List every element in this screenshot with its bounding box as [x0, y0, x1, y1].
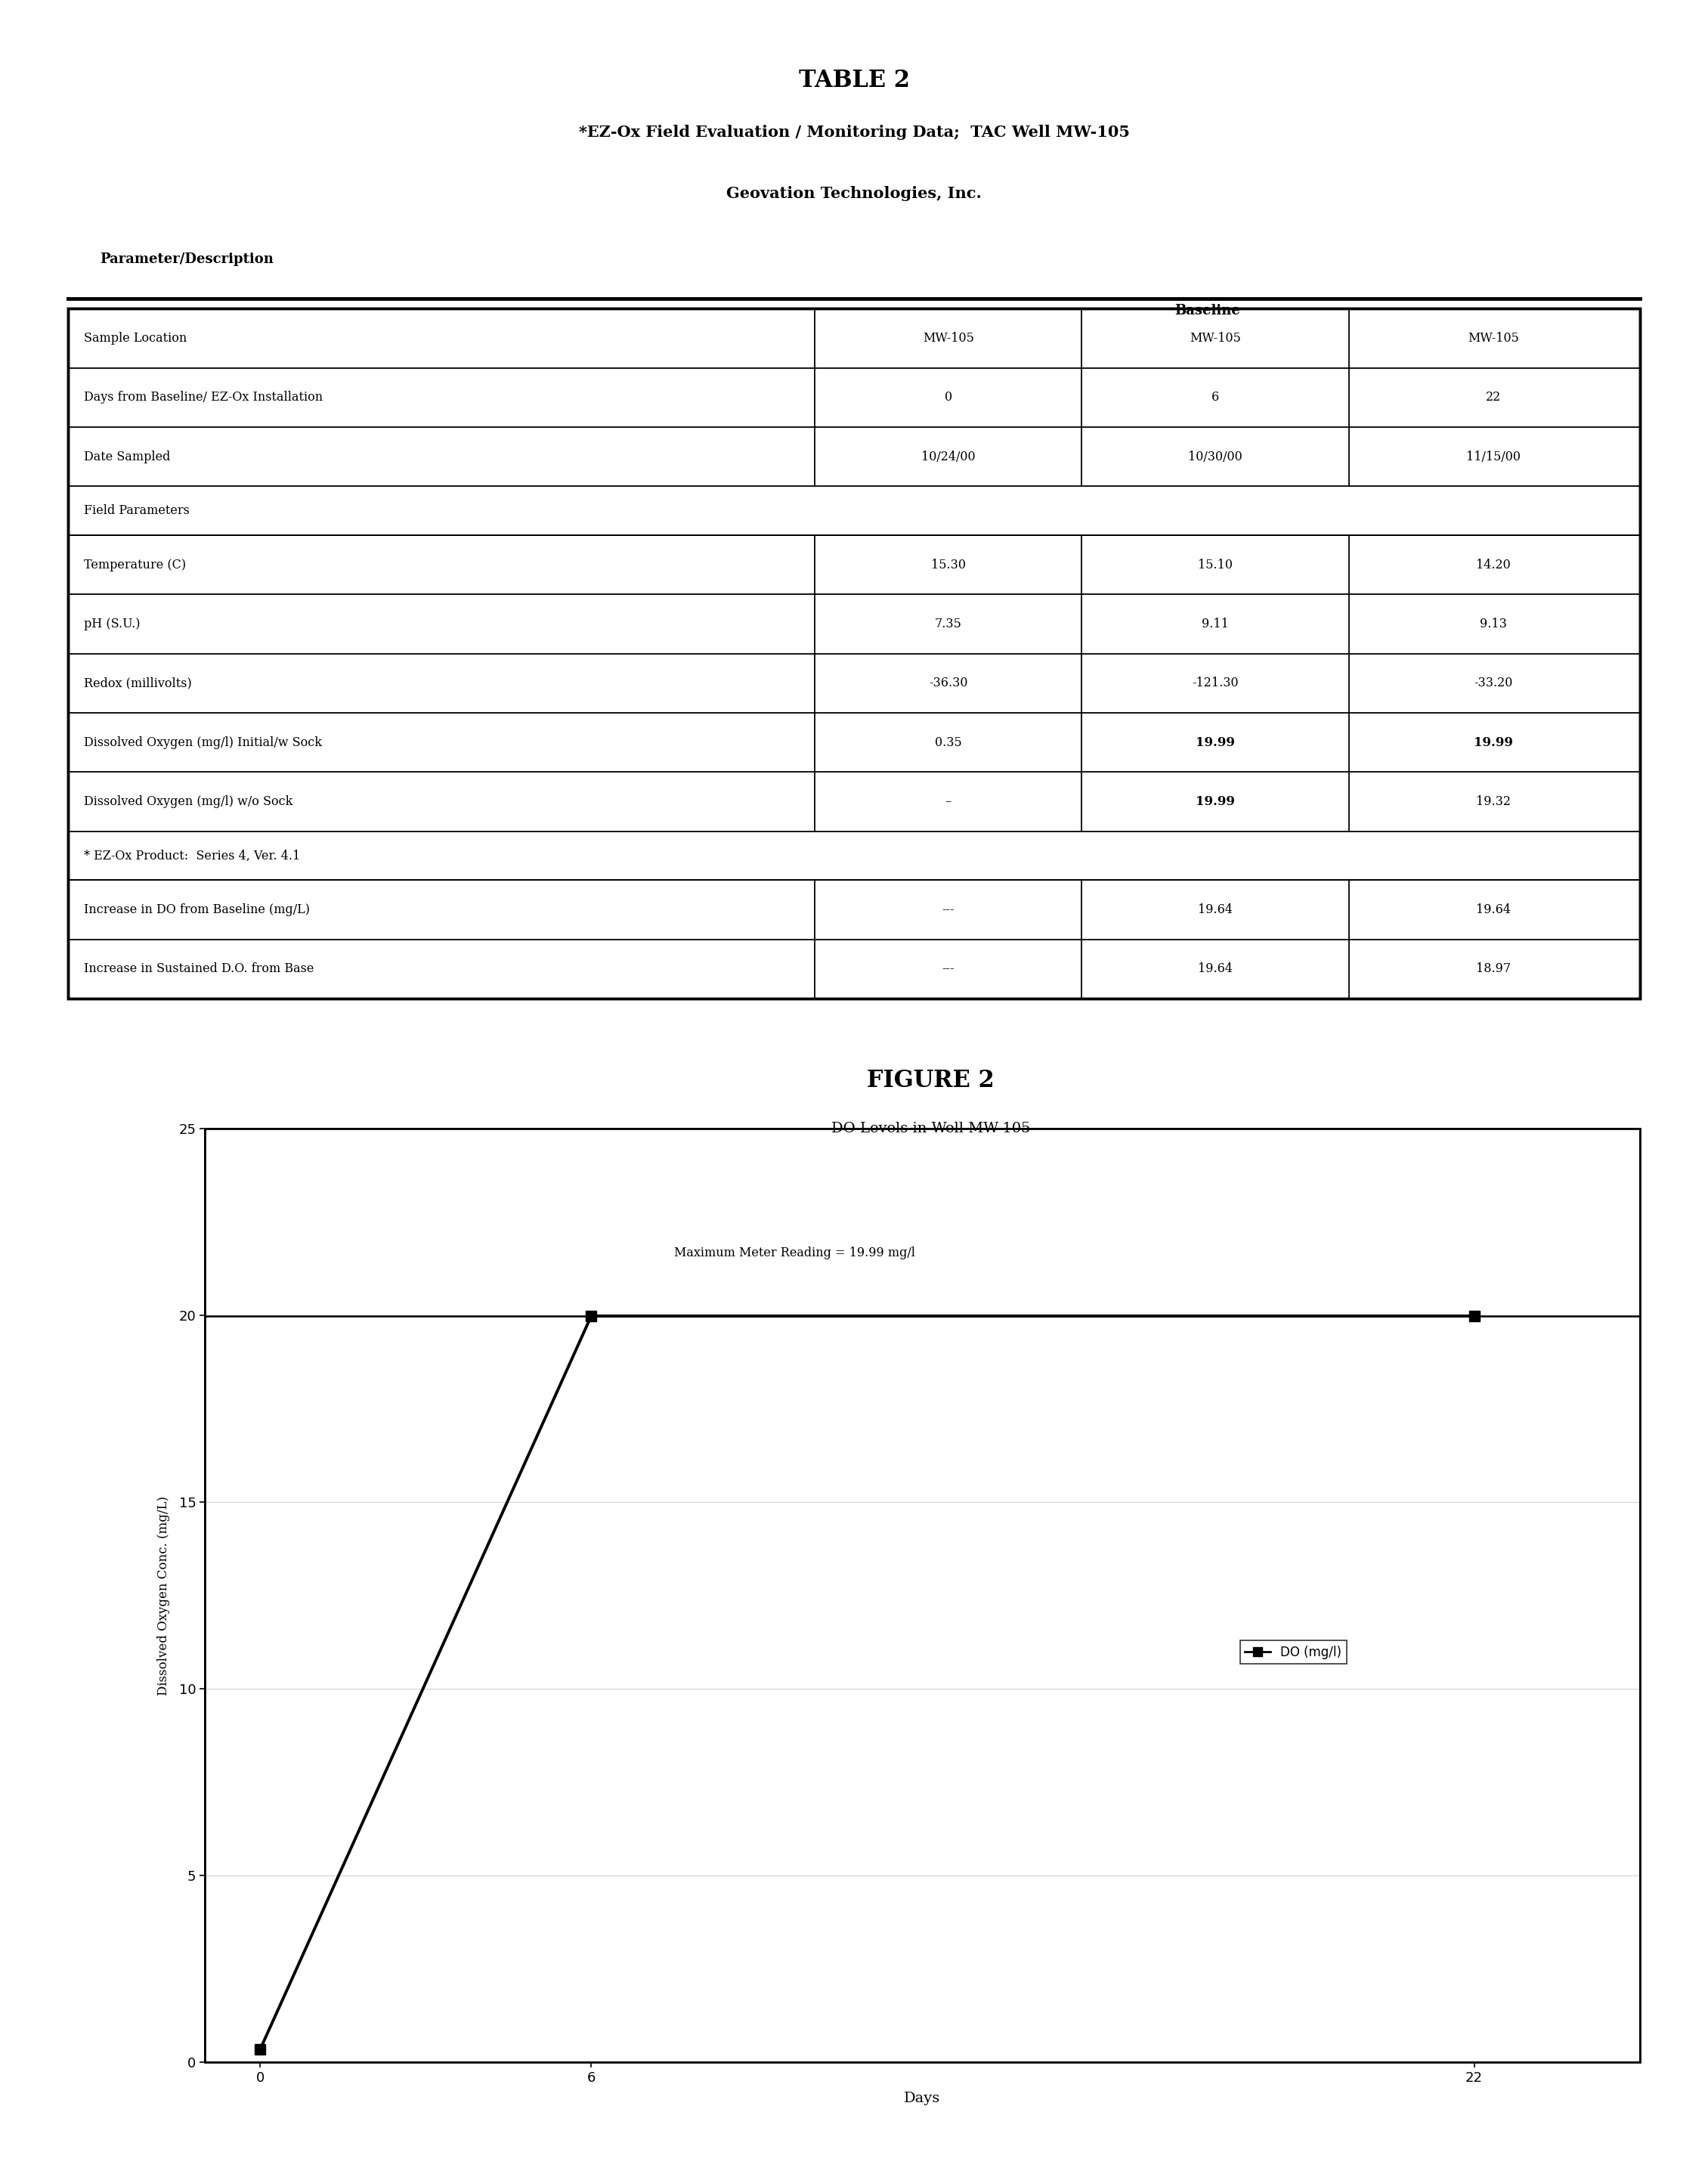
Text: -36.30: -36.30: [929, 677, 968, 690]
Text: 0.35: 0.35: [934, 736, 962, 749]
Text: Dissolved Oxygen (mg/l) w/o Sock: Dissolved Oxygen (mg/l) w/o Sock: [84, 795, 292, 808]
Text: 19.99: 19.99: [1196, 736, 1235, 749]
Text: 9.11: 9.11: [1202, 617, 1230, 630]
Text: 19.32: 19.32: [1476, 795, 1512, 808]
Text: MW-105: MW-105: [1467, 332, 1518, 345]
Text: 19.64: 19.64: [1476, 903, 1512, 916]
Bar: [811, 486, 1643, 534]
Text: 0: 0: [945, 391, 951, 404]
Text: Geovation Technologies, Inc.: Geovation Technologies, Inc.: [726, 187, 982, 202]
Y-axis label: Dissolved Oxygen Conc. (mg/L): Dissolved Oxygen Conc. (mg/L): [157, 1496, 171, 1696]
Text: Increase in DO from Baseline (mg/L): Increase in DO from Baseline (mg/L): [84, 903, 311, 916]
Text: 10/30/00: 10/30/00: [1189, 449, 1242, 462]
Text: 15.10: 15.10: [1197, 558, 1233, 571]
Text: 10/24/00: 10/24/00: [921, 449, 975, 462]
Text: ---: ---: [943, 903, 955, 916]
Text: 19.99: 19.99: [1196, 795, 1235, 808]
Text: -33.20: -33.20: [1474, 677, 1513, 690]
Text: Date Sampled: Date Sampled: [84, 449, 171, 462]
Text: Dissolved Oxygen (mg/l) Initial/w Sock: Dissolved Oxygen (mg/l) Initial/w Sock: [84, 736, 323, 749]
Text: Increase in Sustained D.O. from Base: Increase in Sustained D.O. from Base: [84, 962, 314, 975]
Text: Maximum Meter Reading = 19.99 mg/l: Maximum Meter Reading = 19.99 mg/l: [675, 1246, 915, 1259]
Text: Parameter/Description: Parameter/Description: [99, 252, 273, 267]
Text: MW-105: MW-105: [1190, 332, 1242, 345]
Text: 6: 6: [1211, 391, 1220, 404]
Text: * EZ-Ox Product:  Series 4, Ver. 4.1: * EZ-Ox Product: Series 4, Ver. 4.1: [84, 849, 301, 862]
Text: 19.64: 19.64: [1197, 903, 1233, 916]
Text: FIGURE 2: FIGURE 2: [868, 1068, 994, 1092]
Text: Baseline: Baseline: [1175, 304, 1240, 317]
Text: 9.13: 9.13: [1481, 617, 1506, 630]
Text: DO Levels in Well MW-105: DO Levels in Well MW-105: [832, 1122, 1030, 1135]
X-axis label: Days: Days: [904, 2091, 941, 2106]
Text: TABLE 2: TABLE 2: [798, 69, 910, 93]
Text: Redox (millivolts): Redox (millivolts): [84, 677, 191, 690]
Text: pH (S.U.): pH (S.U.): [84, 617, 140, 630]
Text: Sample Location: Sample Location: [84, 332, 186, 345]
Text: 22: 22: [1486, 391, 1501, 404]
Text: -121.30: -121.30: [1192, 677, 1238, 690]
Text: 14.20: 14.20: [1476, 558, 1512, 571]
Text: 19.99: 19.99: [1474, 736, 1513, 749]
Text: 11/15/00: 11/15/00: [1467, 449, 1520, 462]
Text: ---: ---: [943, 962, 955, 975]
Bar: [811, 831, 1643, 879]
Text: 18.97: 18.97: [1476, 962, 1512, 975]
Text: MW-105: MW-105: [922, 332, 974, 345]
Legend: DO (mg/l): DO (mg/l): [1240, 1641, 1346, 1663]
Text: –: –: [945, 795, 951, 808]
Text: *EZ-Ox Field Evaluation / Monitoring Data;  TAC Well MW-105: *EZ-Ox Field Evaluation / Monitoring Dat…: [579, 126, 1129, 141]
Text: 19.64: 19.64: [1197, 962, 1233, 975]
Text: 7.35: 7.35: [934, 617, 962, 630]
Text: Days from Baseline/ EZ-Ox Installation: Days from Baseline/ EZ-Ox Installation: [84, 391, 323, 404]
Text: Field Parameters: Field Parameters: [84, 504, 190, 517]
Text: 15.30: 15.30: [931, 558, 965, 571]
Text: Temperature (C): Temperature (C): [84, 558, 186, 571]
